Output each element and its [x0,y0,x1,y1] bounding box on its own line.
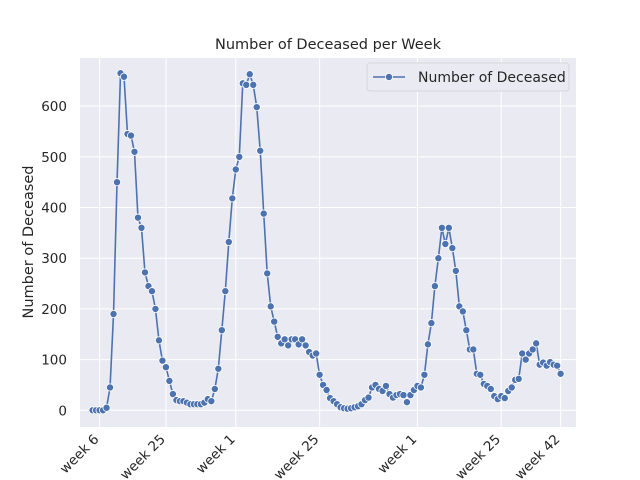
y-tick-labels: 0 100 200 300 400 500 600 [41,99,67,419]
data-point [217,326,226,335]
data-point [444,223,453,232]
data-point [364,393,373,402]
legend-entry-label: Number of Deceased [418,70,566,86]
data-point [556,369,565,378]
data-point [266,302,275,311]
data-point [500,394,509,403]
data-point [437,223,446,232]
data-point [168,390,177,399]
y-tick-label: 100 [41,353,67,369]
data-point [137,223,146,232]
data-point [532,339,541,348]
x-tick-label: week 42 [512,432,564,480]
x-tick-label: week 6 [57,432,103,478]
data-point [399,391,408,400]
data-point [507,383,516,392]
data-point [441,240,450,249]
data-point [301,341,310,350]
data-point [486,384,495,393]
data-point [133,213,142,222]
data-point [469,345,478,354]
y-tick-label: 600 [41,99,67,115]
y-tick-label: 200 [41,302,67,318]
data-point [420,370,429,379]
data-point [430,282,439,291]
data-point [165,376,174,385]
data-point [315,370,324,379]
data-point [242,80,251,89]
data-point [106,383,115,392]
data-point [270,317,279,326]
data-point [402,398,411,407]
data-point [161,363,170,372]
data-point [416,383,425,392]
data-point [147,287,156,296]
data-point [228,194,237,203]
x-tick-label: week 25 [452,432,504,480]
data-point [210,384,219,393]
data-point [140,268,149,277]
data-point [130,147,139,156]
data-point [514,374,523,383]
data-point [462,326,471,335]
x-tick-label: week 25 [117,432,169,480]
data-point [284,341,293,350]
data-point [434,254,443,263]
legend-series-marker [384,73,393,82]
data-point [458,307,467,316]
data-point [221,287,230,296]
data-point [235,152,244,161]
x-tick-label: week 1 [375,432,421,478]
data-point [528,345,537,354]
series-layer [88,69,565,415]
data-point [263,269,272,278]
data-point [298,335,307,344]
data-point [151,304,160,313]
y-tick-label: 400 [41,201,67,217]
data-point [245,70,254,79]
data-point [231,165,240,174]
data-point [252,103,261,112]
x-tick-labels: week 6 week 25 week 1 week 25 week 1 week 25 w… [57,432,564,480]
data-point [113,178,122,187]
data-point [102,403,111,412]
x-tick-label: week 1 [193,432,239,478]
legend-box [366,62,570,92]
data-point [322,385,331,394]
data-point [423,340,432,349]
y-tick-label: 0 [58,403,67,419]
data-point [448,244,457,253]
data-point [476,370,485,379]
data-point [256,146,265,155]
data-point [224,237,233,246]
data-point [451,266,460,275]
data-point [521,355,530,364]
data-point [249,80,258,89]
data-point [154,336,163,345]
x-tick-label: week 25 [271,432,323,480]
y-axis-label: Number of Deceased [21,166,37,319]
data-point [214,364,223,373]
data-point [126,131,135,140]
x-grid [99,58,562,427]
data-point [312,349,321,358]
data-point [120,72,129,81]
data-point [207,397,216,406]
data-point [427,319,436,328]
y-tick-label: 300 [41,251,67,267]
legend: Number of Deceased [366,62,570,92]
data-point [158,356,167,365]
data-point [259,209,268,218]
data-point [109,309,118,318]
data-point [273,332,282,341]
data-point [381,381,390,390]
chart-title: Number of Deceased per Week [215,37,442,53]
y-tick-label: 500 [41,150,67,166]
data-point [553,361,562,370]
